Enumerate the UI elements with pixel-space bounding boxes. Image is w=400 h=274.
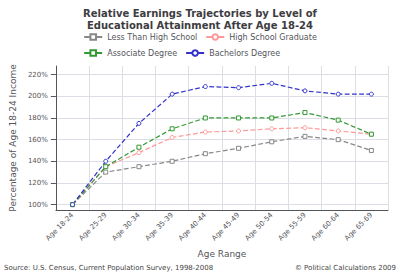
svg-text:Age 45-49: Age 45-49 [210, 211, 241, 242]
svg-text:100%: 100% [28, 201, 48, 209]
svg-text:Age 35-39: Age 35-39 [144, 211, 175, 242]
svg-text:Age 25-29: Age 25-29 [77, 211, 108, 242]
svg-text:Bachelors Degree: Bachelors Degree [209, 49, 280, 58]
svg-text:Age 55-59: Age 55-59 [277, 211, 308, 242]
svg-text:140%: 140% [28, 157, 48, 165]
svg-text:Source: U.S. Census, Current P: Source: U.S. Census, Current Population … [4, 264, 213, 272]
svg-text:200%: 200% [28, 92, 48, 100]
svg-text:Age 40-44: Age 40-44 [177, 211, 209, 243]
svg-text:© Political Calculations 2009: © Political Calculations 2009 [295, 264, 396, 272]
svg-text:Age 65-69: Age 65-69 [343, 211, 374, 242]
svg-text:Associate Degree: Associate Degree [107, 49, 177, 58]
svg-text:180%: 180% [28, 114, 48, 122]
svg-text:120%: 120% [28, 179, 48, 187]
svg-text:Age 30-34: Age 30-34 [111, 211, 143, 243]
svg-text:Age 50-54: Age 50-54 [243, 211, 275, 243]
svg-text:Age 18-24: Age 18-24 [44, 211, 76, 243]
svg-text:Educational Attainment After A: Educational Attainment After Age 18-24 [87, 20, 313, 31]
svg-text:Percentage of Age 18-24 Income: Percentage of Age 18-24 Income [8, 64, 18, 212]
svg-text:Age 60-64: Age 60-64 [310, 211, 342, 243]
svg-text:High School Graduate: High School Graduate [229, 33, 317, 42]
svg-text:Relative Earnings Trajectories: Relative Earnings Trajectories by Level … [83, 8, 318, 19]
svg-text:220%: 220% [28, 71, 48, 79]
svg-text:Less Than High School: Less Than High School [107, 33, 197, 42]
svg-text:160%: 160% [28, 136, 48, 144]
svg-text:Age Range: Age Range [198, 249, 247, 259]
